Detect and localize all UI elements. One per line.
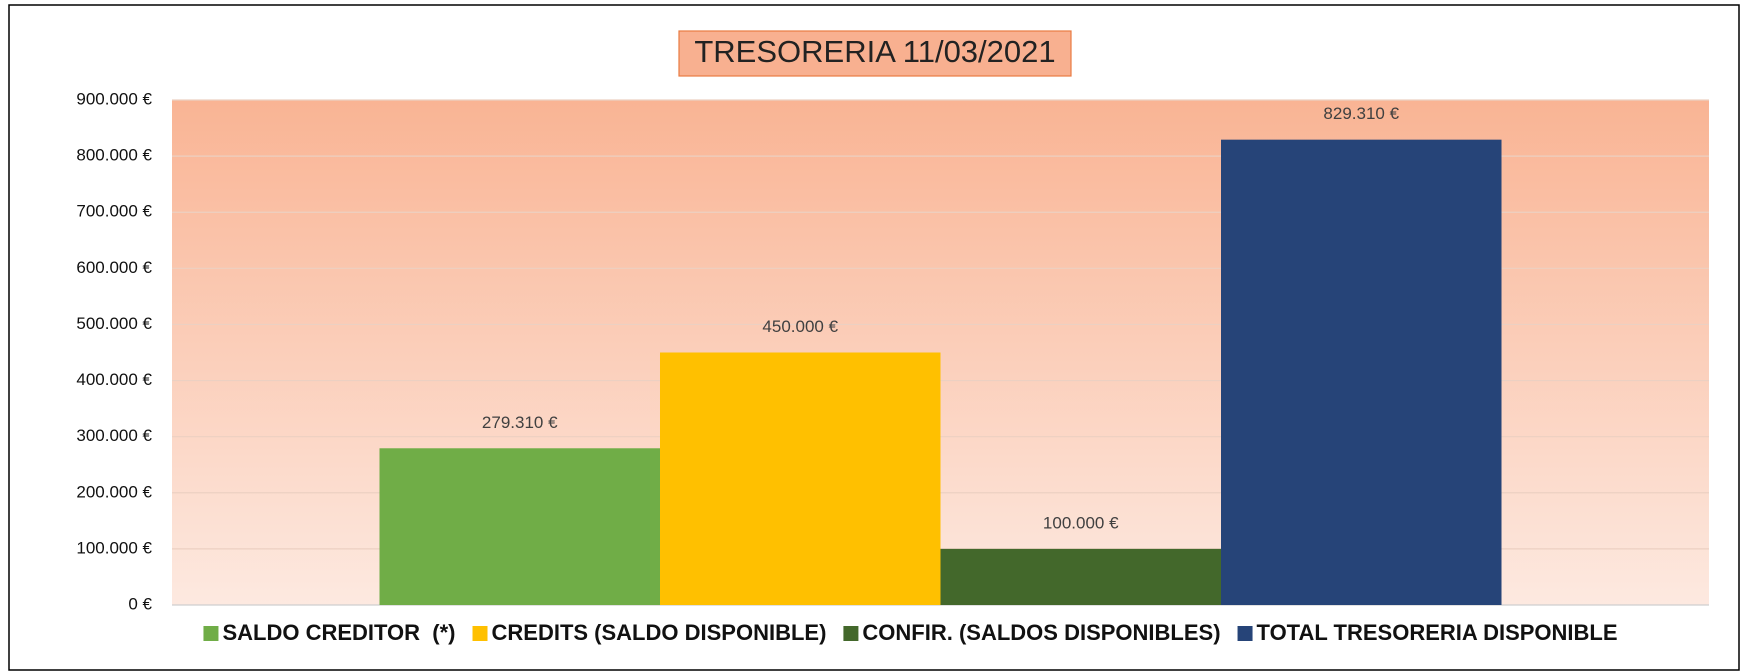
y-tick-label: 900.000 € <box>76 89 152 108</box>
bar <box>659 352 941 605</box>
legend-item: CREDITS (SALDO DISPONIBLE) <box>472 620 827 645</box>
y-tick-label: 300.000 € <box>76 426 152 445</box>
legend-label: CONFIR. (SALDOS DISPONIBLES) <box>862 620 1220 645</box>
bar <box>379 448 660 605</box>
y-tick-label: 200.000 € <box>76 482 152 501</box>
legend-label: SALDO CREDITOR (*) <box>222 620 455 645</box>
legend-swatch <box>472 626 488 641</box>
y-tick-label: 500.000 € <box>76 314 152 333</box>
legend-item: SALDO CREDITOR (*) <box>203 620 456 645</box>
legend-swatch <box>1237 626 1253 641</box>
legend-item: TOTAL TRESORERIA DISPONIBLE <box>1237 620 1618 645</box>
y-tick-label: 800.000 € <box>76 146 152 165</box>
legend-swatch <box>203 626 219 641</box>
y-tick-label: 0 € <box>128 594 152 613</box>
data-label: 100.000 € <box>1043 513 1119 532</box>
y-tick-label: 100.000 € <box>76 538 152 557</box>
legend-swatch <box>843 626 859 641</box>
legend-label: TOTAL TRESORERIA DISPONIBLE <box>1257 620 1618 645</box>
data-label: 279.310 € <box>482 413 558 432</box>
y-tick-label: 600.000 € <box>76 258 152 277</box>
legend-item: CONFIR. (SALDOS DISPONIBLES) <box>843 620 1221 645</box>
title-box <box>678 30 1072 77</box>
chart-title: TRESORERIA 11/03/2021 <box>694 34 1055 69</box>
bar <box>940 548 1222 605</box>
y-tick-label: 700.000 € <box>76 202 152 221</box>
y-tick-label: 400.000 € <box>76 370 152 389</box>
data-label: 829.310 € <box>1323 104 1399 123</box>
data-label: 450.000 € <box>762 317 838 336</box>
bar <box>1221 139 1502 605</box>
legend-label: CREDITS (SALDO DISPONIBLE) <box>492 620 827 645</box>
